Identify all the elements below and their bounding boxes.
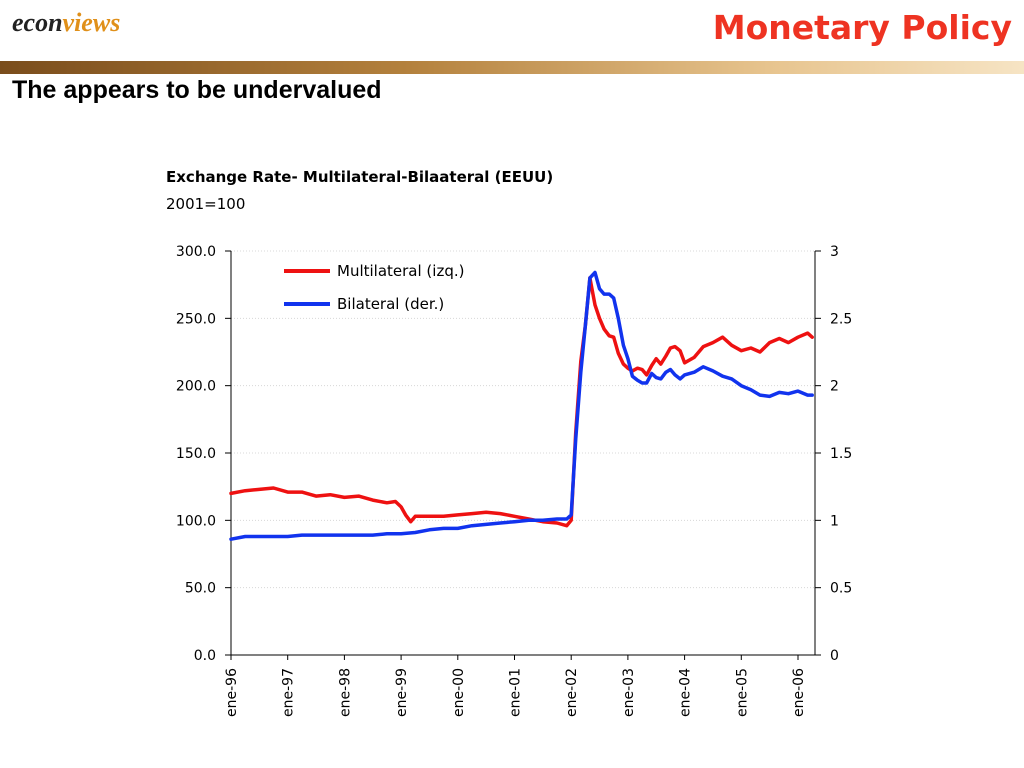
y-left-tick-label: 50.0 (185, 581, 216, 597)
x-tick-label: ene-05 (734, 668, 750, 717)
x-tick-label: ene-02 (564, 668, 580, 717)
legend-label-bilateral: Bilateral (der.) (337, 295, 444, 313)
logo-econ: econ (12, 8, 63, 37)
title-gradient-bar (0, 61, 1024, 74)
econviews-logo: econviews (12, 8, 120, 38)
x-tick-label: ene-96 (224, 668, 240, 717)
y-right-tick-label: 3 (830, 244, 839, 260)
x-tick-label: ene-03 (621, 668, 637, 717)
slide-headline: The appears to be undervalued (12, 76, 382, 104)
x-tick-label: ene-00 (451, 668, 467, 717)
x-tick-label: ene-98 (337, 668, 353, 717)
series-line-bilateral (229, 270, 814, 541)
y-left-tick-label: 300.0 (176, 244, 216, 260)
x-tick-label: ene-99 (394, 668, 410, 717)
chart-subtitle: 2001=100 (166, 195, 246, 213)
y-left-tick-label: 250.0 (176, 311, 216, 327)
chart-title: Exchange Rate- Multilateral-Bilaateral (… (166, 168, 554, 186)
series-line-multilateral (229, 276, 814, 528)
x-tick-label: ene-06 (791, 668, 807, 717)
y-right-tick-label: 1 (830, 513, 839, 529)
legend-label-multilateral: Multilateral (izq.) (337, 262, 464, 280)
y-right-tick-label: 0 (830, 648, 839, 664)
y-right-tick-label: 2.5 (830, 311, 852, 327)
y-left-tick-label: 150.0 (176, 446, 216, 462)
y-right-tick-label: 0.5 (830, 581, 852, 597)
y-left-tick-label: 0.0 (194, 648, 216, 664)
y-left-tick-label: 100.0 (176, 513, 216, 529)
x-tick-label: ene-04 (678, 668, 694, 717)
y-right-tick-label: 2 (830, 379, 839, 395)
y-right-tick-label: 1.5 (830, 446, 852, 462)
x-tick-label: ene-01 (507, 668, 523, 717)
x-tick-label: ene-97 (281, 668, 297, 717)
logo-views: views (62, 8, 121, 37)
y-left-tick-label: 200.0 (176, 379, 216, 395)
slide-title: Monetary Policy (712, 8, 1012, 47)
